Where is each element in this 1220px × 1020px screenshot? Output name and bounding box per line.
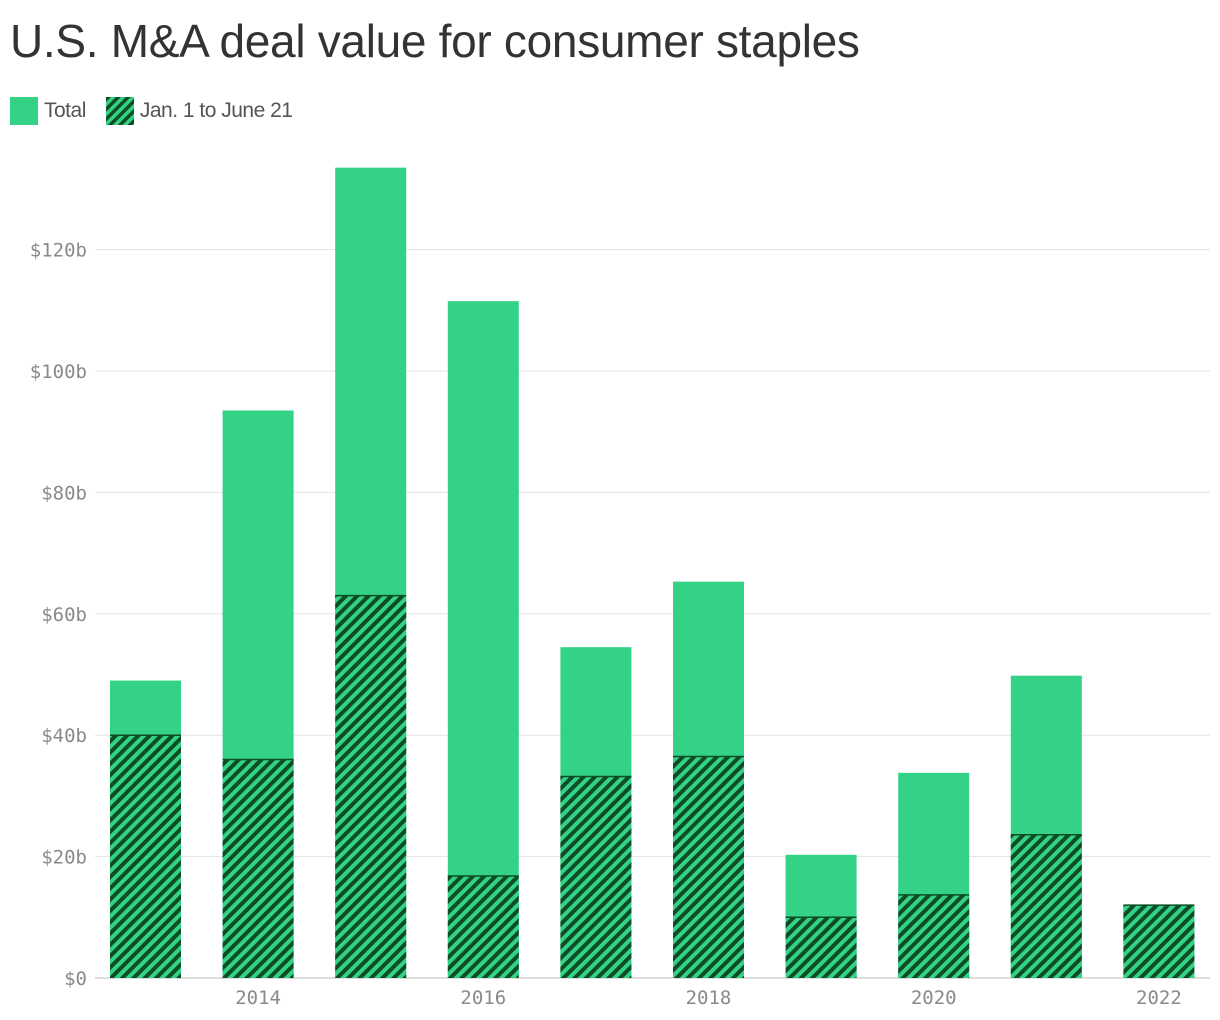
bars: [110, 167, 1195, 979]
legend-swatch-total: [10, 97, 38, 125]
bar-ytd-2019: [785, 917, 857, 978]
x-tick-label-2020: 2020: [911, 987, 957, 1009]
x-tick-label-2018: 2018: [686, 987, 732, 1009]
y-tick-label: $0: [64, 968, 87, 990]
x-tick-label-2016: 2016: [460, 987, 506, 1009]
bar-ytd-2022: [1123, 905, 1195, 978]
y-tick-label: $80b: [41, 482, 87, 504]
axis-labels: $0 $20b $40b $60b $80b $100b $120b 2014 2016 2018…: [30, 240, 1182, 1009]
legend-item-total: Total: [10, 97, 86, 125]
y-tick-label: $120b: [30, 240, 87, 262]
legend-label-ytd: Jan. 1 to June 21: [139, 99, 293, 122]
legend-item-ytd: Jan. 1 to June 21: [105, 97, 293, 125]
bar-ytd-2020: [898, 894, 970, 978]
chart-title: U.S. M&A deal value for consumer staples: [10, 15, 860, 67]
bar-ytd-2016: [447, 876, 519, 978]
x-tick-label-2022: 2022: [1136, 987, 1182, 1009]
y-tick-label: $100b: [30, 361, 87, 383]
legend-label-total: Total: [44, 99, 86, 122]
bar-ytd-2014: [222, 759, 294, 978]
bar-ytd-2018: [673, 756, 744, 978]
y-tick-label: $20b: [41, 847, 87, 869]
bar-ytd-2015: [335, 595, 407, 978]
legend-swatch-ytd: [105, 97, 134, 125]
bar-ytd-2017: [560, 776, 632, 978]
bar-total-2016: [447, 301, 519, 978]
legend: Total Jan. 1 to June 21: [10, 97, 312, 125]
x-tick-label-2014: 2014: [235, 987, 281, 1009]
bar-ytd-2013: [110, 735, 181, 978]
y-tick-label: $40b: [41, 725, 87, 747]
y-tick-label: $60b: [41, 604, 87, 626]
bar-ytd-2021: [1010, 834, 1082, 978]
